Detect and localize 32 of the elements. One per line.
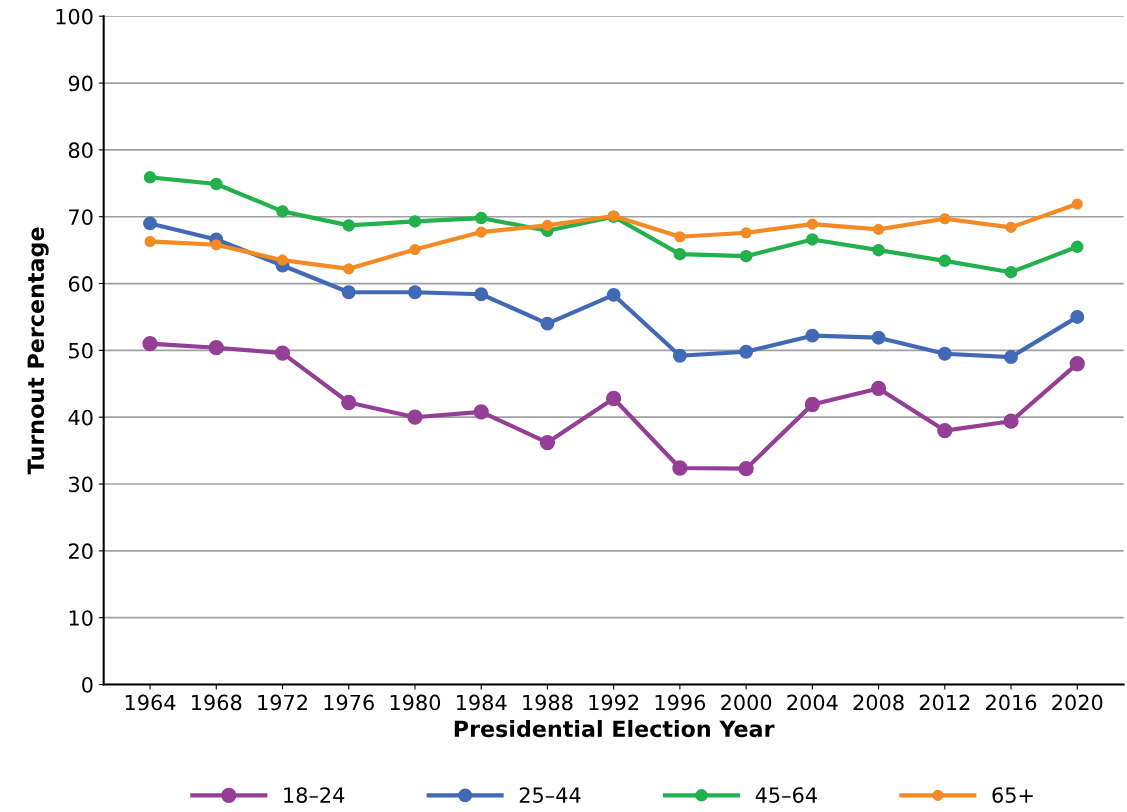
x-tick-label: 2004 [787,694,838,711]
x-tick-label: 1984 [456,694,507,711]
legend-label: 65+ [992,787,1033,803]
y-tick-label: 20 [68,543,93,560]
y-tick-label: 10 [69,610,93,626]
x-tick-label: 1980 [390,694,441,711]
y-axis-title: Turnout Percentage [27,227,49,475]
y-tick-label: 90 [68,75,93,92]
x-tick-label: 1976 [324,694,374,711]
x-axis-title: Presidential Election Year [454,719,775,738]
y-tick-label: 40 [68,409,93,426]
y-tick-label: 30 [69,476,93,493]
y-tick-label: 100 [56,8,93,25]
x-tick-label: 2016 [986,694,1037,711]
legend-label: 25–44 [519,787,581,803]
x-tick-label: 1972 [258,694,307,711]
x-tick-label: 2008 [853,694,904,711]
x-tick-label: 1964 [125,694,176,711]
x-tick-label: 1992 [589,694,639,711]
x-tick-label: 1988 [523,694,573,711]
x-tick-label: 2000 [721,694,772,711]
y-tick-label: 70 [69,209,93,225]
x-tick-label: 1996 [655,694,706,711]
legend-label: 45–64 [755,787,817,803]
legend-label: 18–24 [284,787,345,803]
y-tick-label: 0 [82,676,93,693]
y-tick-label: 50 [69,342,93,359]
x-tick-label: 2012 [919,694,970,711]
x-tick-label: 1968 [192,694,242,711]
y-tick-label: 60 [68,276,93,292]
x-tick-label: 2020 [1052,694,1103,711]
y-tick-label: 80 [68,142,93,159]
